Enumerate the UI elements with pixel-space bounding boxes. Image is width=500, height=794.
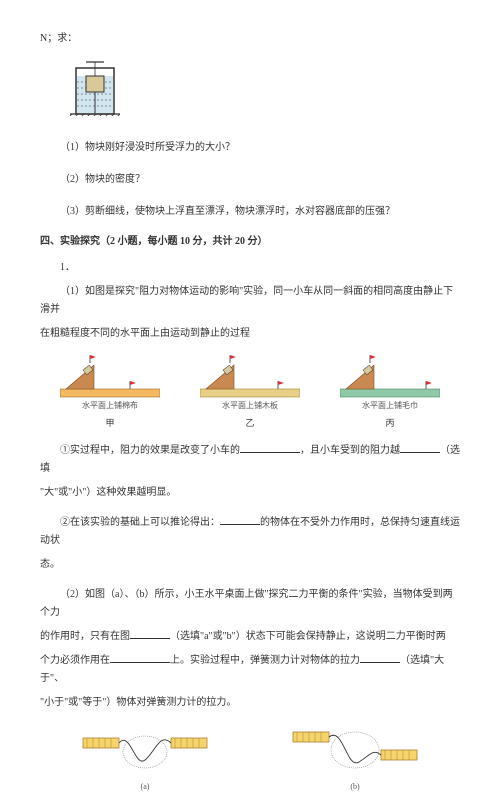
p3: ②在该实验的基础上可以推论得出：的物体在不受外力作用时，总保持匀速直线运动状 <box>40 514 460 550</box>
p4-c: （选填"a"或"b"）状态下可能会保持静止，这说明二力平衡时两 <box>170 631 446 642</box>
p4-b: 的作用时，只有在图 <box>40 631 130 642</box>
p4-e: 上。实验过程中，弹簧测力计对物体的拉力 <box>170 655 360 666</box>
p2-b: ，且小车受到的阻力越 <box>300 445 400 456</box>
ramp-figure-row: 水平面上铺棉布 甲 水平面上铺木板 乙 水平面上铺毛巾 丙 <box>40 353 460 432</box>
item-1-number: 1． <box>40 259 460 277</box>
p4-line3: 个力必须作用在上。实验过程中，弹簧测力计对物体的拉力（选填"大于"、 <box>40 652 460 688</box>
header-n: N；求： <box>40 30 460 48</box>
fig-b-label: (b) <box>350 780 359 794</box>
blank-1 <box>240 443 300 453</box>
ramp-a-caption-bot: 甲 <box>105 415 114 431</box>
p1-line-a: （1）如图是探究"阻力对物体运动的影响"实验，同一小车从同一斜面的相同高度由静止… <box>40 283 460 319</box>
ramp-a-caption-top: 水平面上铺棉布 <box>82 399 138 413</box>
fig-b: (b) <box>285 720 425 794</box>
blank-3 <box>220 515 260 525</box>
ramp-b: 水平面上铺木板 乙 <box>200 353 300 432</box>
ramp-c: 水平面上铺毛巾 丙 <box>340 353 440 432</box>
p3-c: 态。 <box>40 556 460 574</box>
ramp-c-caption-top: 水平面上铺毛巾 <box>362 399 418 413</box>
blank-4 <box>130 629 170 639</box>
fig-a: (a) <box>75 720 215 794</box>
p4-d: 个力必须作用在 <box>40 655 110 666</box>
p2-d: "大"或"小"）这种效果越明显。 <box>40 484 460 502</box>
blank-2 <box>400 443 440 453</box>
ramp-c-caption-bot: 丙 <box>385 415 394 431</box>
container-figure <box>68 58 460 123</box>
p2-a: ①实过程中，阻力的效果是改变了小车的 <box>60 445 240 456</box>
ramp-b-caption-top: 水平面上铺木板 <box>222 399 278 413</box>
p4-line4: "小于"或"等于"）物体对弹簧测力计的拉力。 <box>40 694 460 712</box>
q1: （1）物块刚好浸没时所受浮力的大小？ <box>40 139 460 157</box>
p2: ①实过程中，阻力的效果是改变了小车的，且小车受到的阻力越（选填 <box>40 442 460 478</box>
fig-a-label: (a) <box>141 780 150 794</box>
p3-a: ②在该实验的基础上可以推论得出： <box>60 517 220 528</box>
p1-line-b: 在粗糙程度不同的水平面上由运动到静止的过程 <box>40 325 460 343</box>
blank-5 <box>110 653 170 663</box>
p4-line2: 的作用时，只有在图 （选填"a"或"b"）状态下可能会保持静止，这说明二力平衡时两 <box>40 628 460 646</box>
p4-line1: （2）如图（a）、（b）所示，小王水平桌面上做"探究二力平衡的条件"实验，当物体… <box>40 586 460 622</box>
ramp-a: 水平面上铺棉布 甲 <box>60 353 160 432</box>
bottom-figure-row: (a) (b) <box>40 720 460 794</box>
q3: （3）剪断细线，使物块上浮直至漂浮，物块漂浮时，水对容器底部的压强？ <box>40 203 460 221</box>
section-4-title: 四、实验探究（2 小题，每小题 10 分，共计 20 分） <box>40 233 460 251</box>
blank-6 <box>360 653 400 663</box>
ramp-b-caption-bot: 乙 <box>245 415 254 431</box>
q2: （2）物块的密度？ <box>40 171 460 189</box>
